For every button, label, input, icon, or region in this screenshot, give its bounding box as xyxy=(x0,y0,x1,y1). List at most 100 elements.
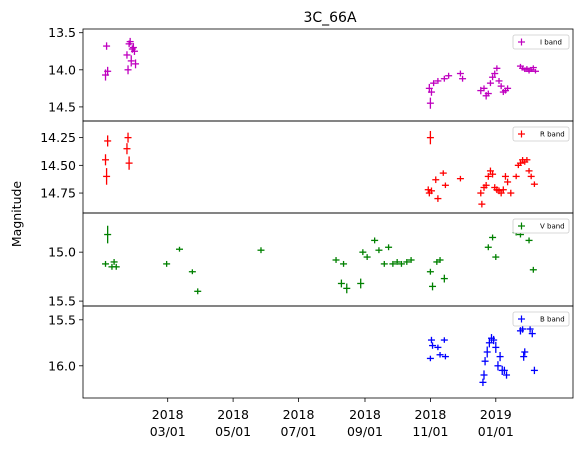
y-tick-label: 15.5 xyxy=(48,312,76,327)
data-point xyxy=(479,378,487,387)
data-point xyxy=(496,352,504,362)
legend-label: R band xyxy=(540,131,565,139)
data-point xyxy=(110,259,118,265)
data-point xyxy=(426,268,434,275)
data-point xyxy=(188,269,196,275)
data-point xyxy=(526,325,534,333)
data-point xyxy=(483,346,491,358)
data-point xyxy=(494,361,502,371)
data-point xyxy=(127,55,135,67)
data-point xyxy=(531,69,539,74)
panel-v-band: 15.0 15.5 V band xyxy=(48,212,574,309)
x-tick-label-date: 05/01 xyxy=(215,424,251,439)
data-point xyxy=(480,370,488,380)
panel-frame xyxy=(82,28,574,122)
data-point xyxy=(434,344,442,351)
data-point xyxy=(103,168,111,185)
data-point xyxy=(504,178,512,186)
data-point xyxy=(343,283,351,294)
data-point xyxy=(434,195,442,202)
data-point xyxy=(337,279,345,288)
data-point xyxy=(332,257,340,263)
data-point xyxy=(489,234,497,241)
data-point xyxy=(459,75,467,82)
data-point xyxy=(403,259,411,265)
legend-box xyxy=(512,34,570,50)
data-point xyxy=(371,237,379,244)
data-point xyxy=(103,42,111,50)
data-point xyxy=(521,348,529,356)
data-point xyxy=(359,249,367,256)
data-point xyxy=(529,266,537,273)
data-point xyxy=(530,181,538,187)
data-point xyxy=(434,77,442,84)
data-point xyxy=(523,157,531,163)
x-tick-label-date: 11/01 xyxy=(412,424,448,439)
data-point xyxy=(486,80,494,87)
data-point xyxy=(456,70,464,77)
data-point xyxy=(407,257,415,263)
x-tick-label-year: 2018 xyxy=(152,407,184,422)
panel-frame xyxy=(82,120,574,214)
data-point xyxy=(427,187,435,195)
data-point xyxy=(429,282,437,291)
data-point xyxy=(484,173,492,180)
data-point xyxy=(497,83,505,90)
data-point xyxy=(445,72,453,79)
data-point xyxy=(481,357,489,366)
legend: R band xyxy=(512,126,570,142)
data-point xyxy=(129,43,137,52)
data-point xyxy=(507,189,515,197)
data-point xyxy=(484,90,492,97)
panel-i-band: 13.5 14.0 14.5 I band xyxy=(48,25,574,122)
panel-r-band: 14.25 14.50 14.75 R band xyxy=(40,120,574,214)
data-point xyxy=(530,366,538,375)
data-point xyxy=(489,74,497,81)
data-point xyxy=(525,237,533,244)
panel-b-band: 15.5 16.0 B band xyxy=(48,305,574,399)
data-point xyxy=(340,260,348,267)
data-point xyxy=(504,85,512,92)
panel-frame xyxy=(82,212,574,307)
y-tick-label: 13.5 xyxy=(48,25,76,40)
data-point xyxy=(427,88,435,96)
data-point xyxy=(126,37,134,46)
data-point xyxy=(429,342,437,349)
legend-label: B band xyxy=(540,316,565,324)
legend-marker xyxy=(518,222,525,230)
data-point xyxy=(441,182,449,189)
x-tick-label-year: 2018 xyxy=(217,407,249,422)
x-tick-label-year: 2018 xyxy=(283,407,315,422)
legend: I band xyxy=(512,34,570,50)
data-point xyxy=(519,325,527,333)
data-point xyxy=(424,186,432,194)
data-point xyxy=(436,352,444,358)
data-point xyxy=(102,154,110,166)
data-point xyxy=(125,156,133,170)
data-point xyxy=(441,353,449,360)
data-point xyxy=(500,366,508,375)
x-tick-label-year: 2018 xyxy=(349,407,381,422)
legend-box xyxy=(512,311,570,327)
y-tick-label: 14.75 xyxy=(40,186,76,201)
y-tick-label: 14.25 xyxy=(40,130,76,145)
data-point xyxy=(485,338,493,348)
y-tick-label: 14.5 xyxy=(48,99,76,114)
data-point xyxy=(123,143,131,155)
data-point xyxy=(491,70,499,77)
data-point xyxy=(482,181,490,189)
data-point xyxy=(499,186,507,194)
legend: V band xyxy=(512,218,570,234)
data-point xyxy=(427,336,435,344)
data-point xyxy=(130,47,138,55)
y-tick-label: 14.0 xyxy=(48,62,76,77)
y-tick-label: 14.50 xyxy=(40,158,76,173)
data-point xyxy=(375,247,383,254)
data-point xyxy=(363,254,371,260)
data-point xyxy=(440,274,448,283)
legend-marker xyxy=(518,38,525,46)
legend: B band xyxy=(512,311,570,327)
y-tick-label: 15.5 xyxy=(48,294,76,309)
data-point xyxy=(102,260,110,267)
